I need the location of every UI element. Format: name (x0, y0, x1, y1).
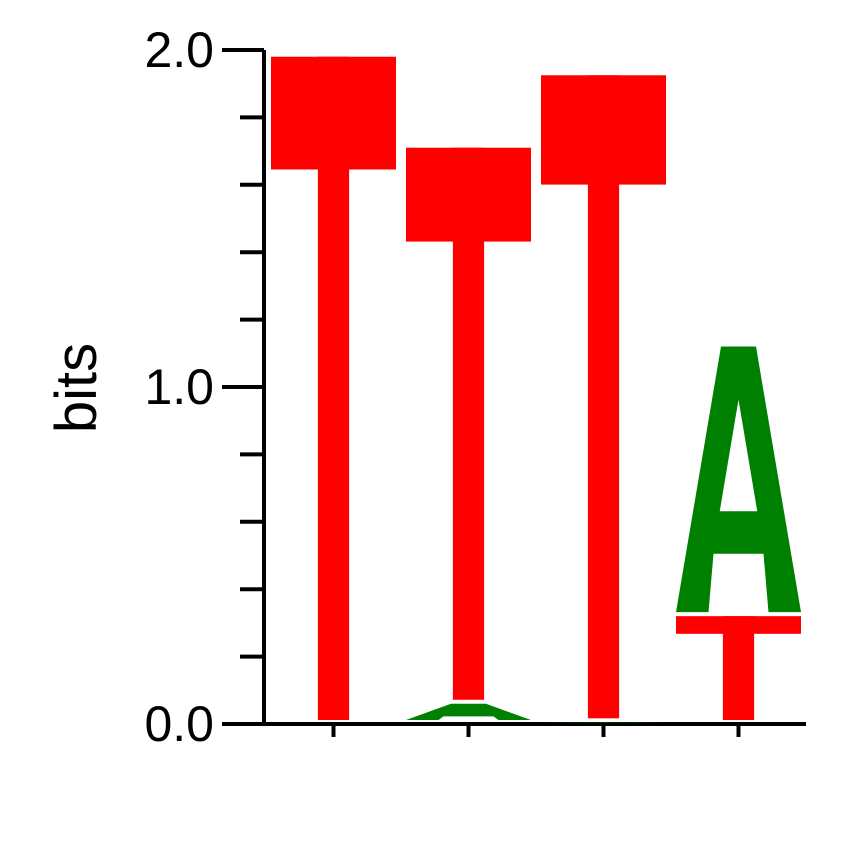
y-tick-label: 1.0 (144, 359, 214, 415)
logo-column-1 (271, 56, 396, 721)
letter-a-glyph (406, 703, 531, 720)
y-tick-label: 0.0 (144, 696, 214, 752)
logo-column-4 (676, 346, 801, 720)
y-axis-label: bits (44, 343, 109, 433)
letter-t-glyph (541, 75, 666, 719)
logo-column-3 (541, 75, 666, 723)
letter-t-glyph (271, 56, 396, 721)
letter-t-glyph (406, 147, 531, 700)
y-axis: 0.0 1.0 2.0 (144, 22, 266, 752)
logo-column-2 (406, 147, 531, 720)
x-axis (262, 722, 806, 737)
y-tick-label: 2.0 (144, 22, 214, 78)
letter-a-glyph (541, 722, 666, 723)
letter-t-glyph (676, 616, 801, 720)
letter-a-glyph (676, 346, 801, 613)
letter-stacks (271, 56, 801, 723)
